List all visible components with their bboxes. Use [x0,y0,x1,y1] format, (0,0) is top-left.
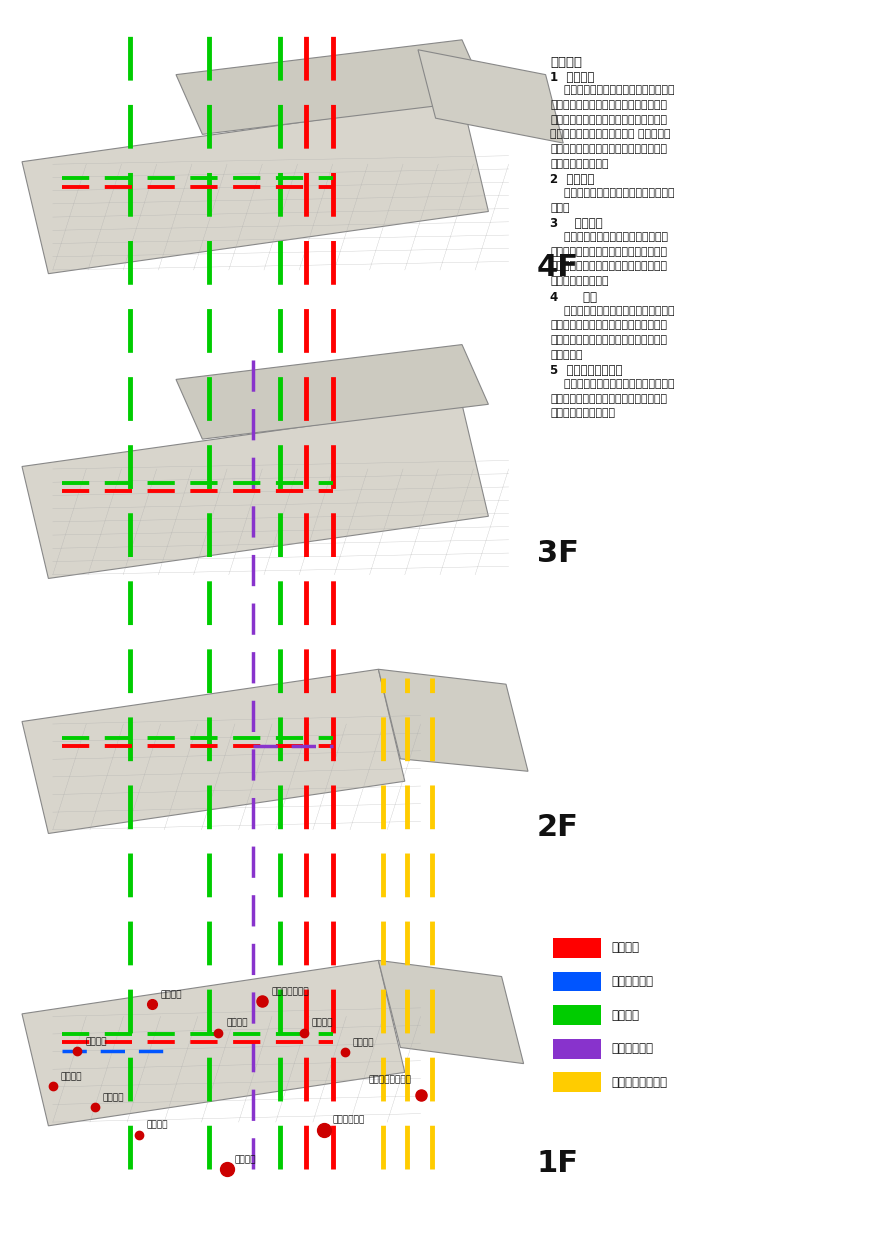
Bar [553,1072,601,1092]
Polygon shape [22,669,405,833]
Text: 办公入口: 办公入口 [235,1156,256,1164]
Polygon shape [176,40,488,134]
Text: 次要入口: 次要入口 [353,1039,374,1047]
Text: 厅南北两侧的电梯或在一层刷卡经景观楼: 厅南北两侧的电梯或在一层刷卡经景观楼 [550,144,667,154]
Text: 后勤及书库入口: 后勤及书库入口 [271,988,309,996]
Text: 料查询，文献检索，资料查询 。可通过门: 料查询，文献检索，资料查询 。可通过门 [550,129,671,139]
Text: 2F: 2F [537,812,579,842]
Text: 可从后勤入口进入，亦可以从东侧的办公: 可从后勤入口进入，亦可以从东侧的办公 [550,335,667,345]
Text: 读者流线: 读者流线 [612,942,640,954]
Polygon shape [22,960,405,1126]
Text: 5  学术报告中心人流: 5 学术报告中心人流 [550,364,622,377]
Text: 3    书籍流线: 3 书籍流线 [550,218,603,230]
Polygon shape [22,100,488,274]
Bar [553,1005,601,1025]
Text: 在一层南侧布置自习教室，有独立的出: 在一层南侧布置自习教室，有独立的出 [550,188,674,198]
Text: 梯到达楼上各空间。: 梯到达楼上各空间。 [550,159,608,169]
Text: 在建筑北侧布置后勤入口，书籍在二: 在建筑北侧布置后勤入口，书籍在二 [550,233,668,243]
Text: 层门厅存包，然后通过大台阶或电梯到达: 层门厅存包，然后通过大台阶或电梯到达 [550,100,667,109]
Text: 人员，从后勤入口进入；二是办公人员，: 人员，从后勤入口进入；二是办公人员， [550,320,667,330]
Text: 通过四部书梯分别运送到各书库。基本书: 通过四部书梯分别运送到各书库。基本书 [550,261,667,271]
Text: 二层服务大厅。可直接在出纳大厅完成资: 二层服务大厅。可直接在出纳大厅完成资 [550,114,667,124]
Polygon shape [378,669,528,771]
Text: 层经过验收、编目、分类等流程之后，再: 层经过验收、编目、分类等流程之后，再 [550,246,667,256]
Text: 1F: 1F [537,1148,579,1178]
Text: 流线分析: 流线分析 [550,56,582,68]
Text: 疏散出口: 疏散出口 [312,1019,333,1028]
Text: 疏散出口: 疏散出口 [103,1093,124,1102]
Text: 读者主要入口: 读者主要入口 [333,1116,365,1125]
Bar [553,1039,601,1059]
Text: 读者通过主要入口进入入口大厅，在一: 读者通过主要入口进入入口大厅，在一 [550,86,674,96]
Text: 库集中布置在一层。: 库集中布置在一层。 [550,276,608,286]
Polygon shape [378,960,524,1064]
Text: 疏散出口: 疏散出口 [85,1037,106,1046]
Text: 到达二层学术报告中心: 到达二层学术报告中心 [550,408,615,418]
Text: 办公人员流线: 办公人员流线 [612,1042,654,1055]
Text: 自习学生流线: 自习学生流线 [612,975,654,988]
Text: 学术报告中心人流: 学术报告中心人流 [612,1076,668,1088]
Text: 1  读者流线: 1 读者流线 [550,71,594,83]
Text: 自习入口: 自习入口 [61,1072,82,1081]
Text: 疏散出口: 疏散出口 [226,1019,247,1028]
Text: 学术报告中心入口: 学术报告中心入口 [369,1076,412,1085]
Text: 书籍流线: 书籍流线 [612,1009,640,1021]
Text: 主要分为两部分人流，一是书库的管理: 主要分为两部分人流，一是书库的管理 [550,306,674,316]
Polygon shape [418,50,563,143]
Text: 3F: 3F [537,539,579,569]
Text: 4      办公: 4 办公 [550,291,597,304]
Text: 自习入口: 自习入口 [147,1121,168,1130]
Bar [553,938,601,958]
Text: 入口进入。: 入口进入。 [550,350,583,360]
Polygon shape [176,345,488,439]
Text: 4F: 4F [537,253,579,282]
Text: 2  自习流线: 2 自习流线 [550,173,594,187]
Polygon shape [22,404,488,578]
Text: 入口。: 入口。 [550,203,569,213]
Text: 疏散出口: 疏散出口 [160,990,181,999]
Text: 会议室及贵宾间，通过门厅中的景观梯可: 会议室及贵宾间，通过门厅中的景观梯可 [550,393,667,403]
Bar [553,972,601,991]
Text: 学术报告中心独立布置，一层布置小型: 学术报告中心独立布置，一层布置小型 [550,379,674,389]
